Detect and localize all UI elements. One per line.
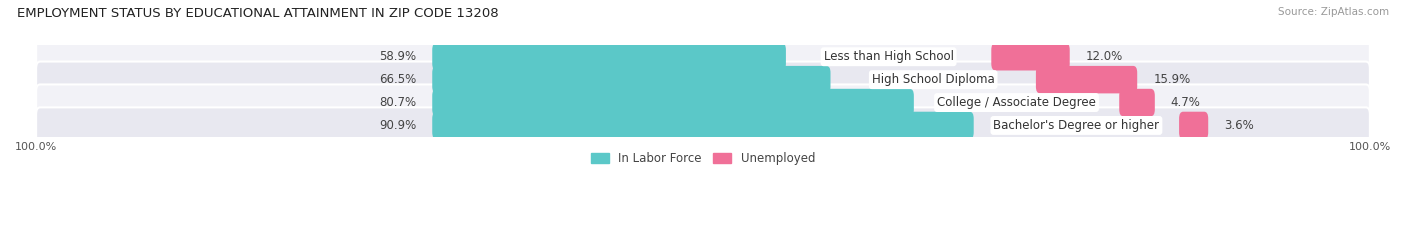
Text: 4.7%: 4.7% — [1171, 96, 1201, 109]
Text: 90.9%: 90.9% — [380, 119, 416, 132]
Text: 12.0%: 12.0% — [1085, 50, 1123, 63]
FancyBboxPatch shape — [1180, 112, 1208, 139]
FancyBboxPatch shape — [37, 107, 1369, 144]
FancyBboxPatch shape — [432, 66, 831, 93]
FancyBboxPatch shape — [1119, 89, 1154, 116]
FancyBboxPatch shape — [37, 84, 1369, 121]
Text: High School Diploma: High School Diploma — [872, 73, 994, 86]
Text: 3.6%: 3.6% — [1225, 119, 1254, 132]
Text: 66.5%: 66.5% — [380, 73, 416, 86]
Text: Bachelor's Degree or higher: Bachelor's Degree or higher — [994, 119, 1160, 132]
Text: 58.9%: 58.9% — [380, 50, 416, 63]
FancyBboxPatch shape — [432, 112, 974, 139]
Text: Less than High School: Less than High School — [824, 50, 953, 63]
Text: 80.7%: 80.7% — [380, 96, 416, 109]
Text: 15.9%: 15.9% — [1153, 73, 1191, 86]
FancyBboxPatch shape — [991, 43, 1070, 71]
FancyBboxPatch shape — [432, 89, 914, 116]
Legend: In Labor Force, Unemployed: In Labor Force, Unemployed — [586, 147, 820, 169]
FancyBboxPatch shape — [1036, 66, 1137, 93]
FancyBboxPatch shape — [37, 39, 1369, 75]
FancyBboxPatch shape — [37, 62, 1369, 98]
FancyBboxPatch shape — [432, 43, 786, 71]
Text: College / Associate Degree: College / Associate Degree — [938, 96, 1095, 109]
Text: Source: ZipAtlas.com: Source: ZipAtlas.com — [1278, 7, 1389, 17]
Text: EMPLOYMENT STATUS BY EDUCATIONAL ATTAINMENT IN ZIP CODE 13208: EMPLOYMENT STATUS BY EDUCATIONAL ATTAINM… — [17, 7, 499, 20]
